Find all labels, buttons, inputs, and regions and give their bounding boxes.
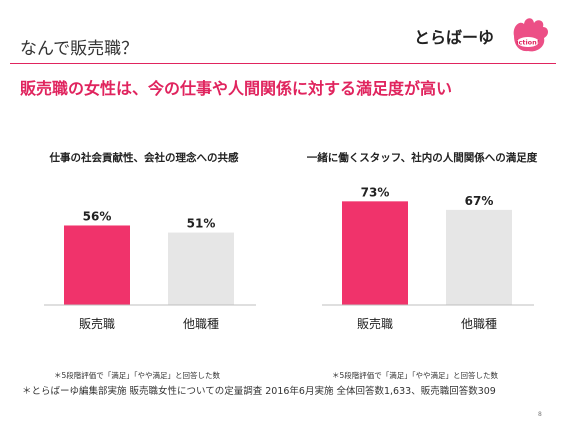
footnote: ＊とらばーゆ編集部実施 販売職女性についての定量調査 2016年6月実施 全体回… bbox=[22, 386, 496, 397]
bar-他職種 bbox=[446, 209, 512, 305]
chart-note: ＊5段階評価で「満足」「やや満足」と回答した数 bbox=[54, 371, 221, 380]
bar-販売職 bbox=[64, 225, 130, 305]
bar-value-label: 56% bbox=[83, 209, 112, 223]
brand-logo-icon: iction! bbox=[513, 18, 549, 52]
chart-plot: 73% 販売職 67% 他職種 bbox=[322, 185, 534, 331]
chart-note: ＊5段階評価で「満足」「やや満足」と回答した数 bbox=[332, 371, 499, 380]
chart-left: 仕事の社会貢献性、会社の理念への共感 56% 販売職 51% 他職種 ＊5段階評価で「… bbox=[10, 150, 278, 390]
category-label: 他職種 bbox=[183, 317, 219, 331]
chart-right: 一緒に働くスタッフ、社内の人間関係への満足度 73% 販売職 67% 他職種 ＊5段階… bbox=[288, 150, 556, 390]
bar-販売職 bbox=[342, 201, 408, 305]
header-divider bbox=[10, 63, 556, 64]
bar-value-label: 51% bbox=[187, 217, 216, 231]
chart-plot: 56% 販売職 51% 他職種 bbox=[44, 209, 256, 331]
bar-value-label: 73% bbox=[361, 185, 390, 199]
brand-name: とらばーゆ bbox=[414, 28, 495, 47]
headline: 販売職の女性は、今の仕事や人間関係に対する満足度が高い bbox=[20, 79, 453, 98]
chart-title: 一緒に働くスタッフ、社内の人間関係への満足度 bbox=[306, 152, 538, 164]
chart-title: 仕事の社会貢献性、会社の理念への共感 bbox=[49, 152, 239, 164]
page-title: なんで販売職？ bbox=[20, 39, 139, 59]
page-number: 8 bbox=[538, 411, 542, 418]
category-label: 他職種 bbox=[461, 317, 497, 331]
logo-text: iction! bbox=[516, 39, 540, 47]
bar-他職種 bbox=[168, 232, 234, 305]
category-label: 販売職 bbox=[79, 316, 115, 331]
category-label: 販売職 bbox=[357, 316, 393, 331]
bar-value-label: 67% bbox=[465, 194, 494, 208]
